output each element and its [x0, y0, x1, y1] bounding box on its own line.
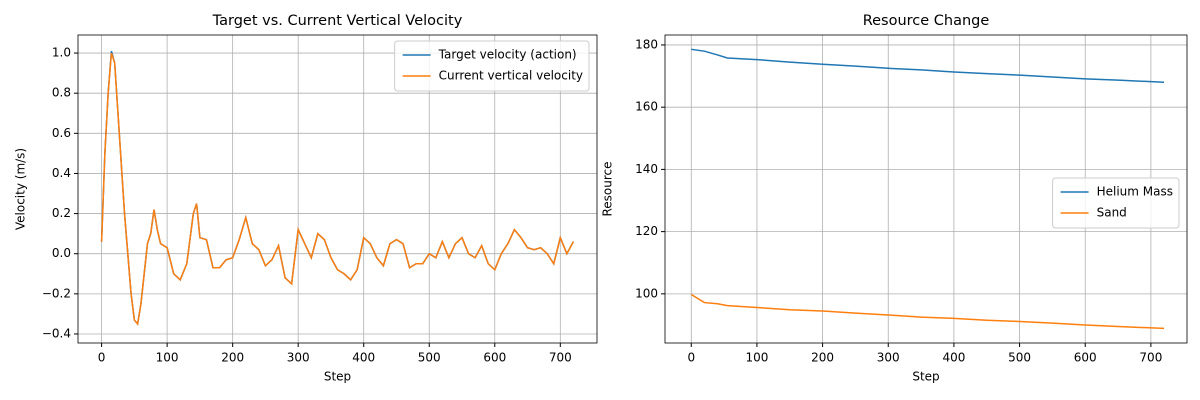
x-tick-label: 300 [287, 351, 310, 365]
x-tick-label: 0 [98, 351, 106, 365]
data-line [691, 48, 1165, 84]
plot-frame [77, 34, 598, 344]
y-axis-label: Resource [601, 161, 615, 216]
y-axis-label: Velocity (m/s) [14, 148, 28, 230]
data-line [100, 50, 575, 326]
data-line [690, 293, 1165, 330]
y-tick-label: 0.0 [52, 246, 71, 260]
y-tick-label: 0.6 [52, 126, 71, 140]
legend-label: Sand [1097, 206, 1127, 220]
x-tick-label: 100 [745, 351, 768, 365]
x-tick-label: 200 [811, 351, 834, 365]
x-axis-label: Step [912, 370, 939, 384]
legend-label: Helium Mass [1097, 185, 1173, 199]
x-axis-label: Step [324, 370, 351, 384]
x-tick-label: 0 [687, 351, 695, 365]
legend-label: Current vertical velocity [439, 69, 583, 83]
legend: Target velocity (action) Current vertical… [394, 40, 590, 92]
y-tick-label: 180 [635, 37, 658, 51]
y-tick-label: 0.4 [52, 166, 71, 180]
x-tick-label: 700 [1139, 351, 1162, 365]
legend: Helium Mass Sand [1052, 177, 1180, 229]
x-tick-label: 600 [1074, 351, 1097, 365]
chart: Target vs. Current Vertical Velocity Step… [14, 13, 598, 384]
y-tick-label: 0.8 [52, 86, 71, 100]
x-tick-label: 400 [352, 351, 375, 365]
y-tick-label: 0.2 [52, 206, 71, 220]
x-tick-label: 500 [418, 351, 441, 365]
x-tick-label: 500 [1008, 351, 1031, 365]
x-tick-label: 700 [549, 351, 572, 365]
y-tick-label: 120 [635, 224, 658, 238]
x-tick-label: 600 [483, 351, 506, 365]
y-tick-label: 1.0 [52, 46, 71, 60]
x-tick-label: 400 [942, 351, 965, 365]
y-tick-label: 160 [635, 100, 658, 114]
x-tick-label: 200 [221, 351, 244, 365]
y-tick-label: 100 [635, 286, 658, 300]
legend-label: Target velocity (action) [438, 48, 577, 62]
chart-title: Target vs. Current Vertical Velocity [212, 13, 463, 29]
legend-box [394, 40, 590, 92]
plot-frame [664, 34, 1188, 344]
legend-box [1052, 177, 1180, 229]
y-tick-label: −0.2 [42, 286, 71, 300]
chart: Resource Change Step Resource 0 100 200 300 400… [601, 13, 1188, 384]
y-tick-label: −0.4 [42, 326, 71, 340]
y-tick-label: 140 [635, 162, 658, 176]
x-tick-label: 300 [877, 351, 900, 365]
data-line [100, 52, 575, 326]
x-tick-label: 100 [156, 351, 179, 365]
chart-title: Resource Change [863, 13, 990, 29]
